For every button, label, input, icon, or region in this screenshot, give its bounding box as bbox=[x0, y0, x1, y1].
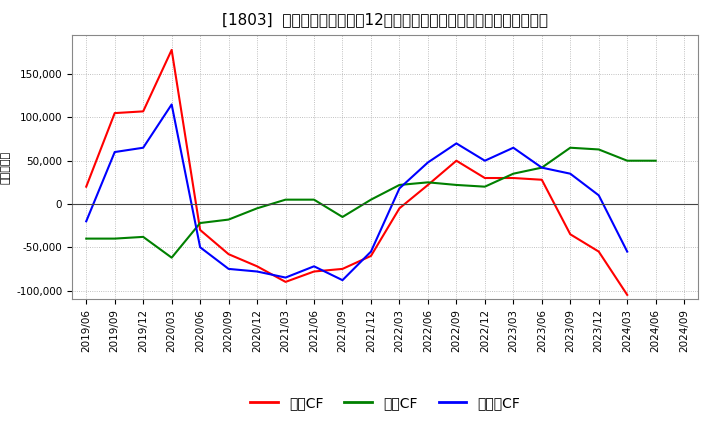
Legend: 営業CF, 投資CF, フリーCF: 営業CF, 投資CF, フリーCF bbox=[245, 391, 526, 416]
Y-axis label: （百万円）: （百万円） bbox=[1, 150, 11, 184]
Title: [1803]  キャッシュフローの12か月移動合計の対前年同期増減額の推移: [1803] キャッシュフローの12か月移動合計の対前年同期増減額の推移 bbox=[222, 12, 548, 27]
